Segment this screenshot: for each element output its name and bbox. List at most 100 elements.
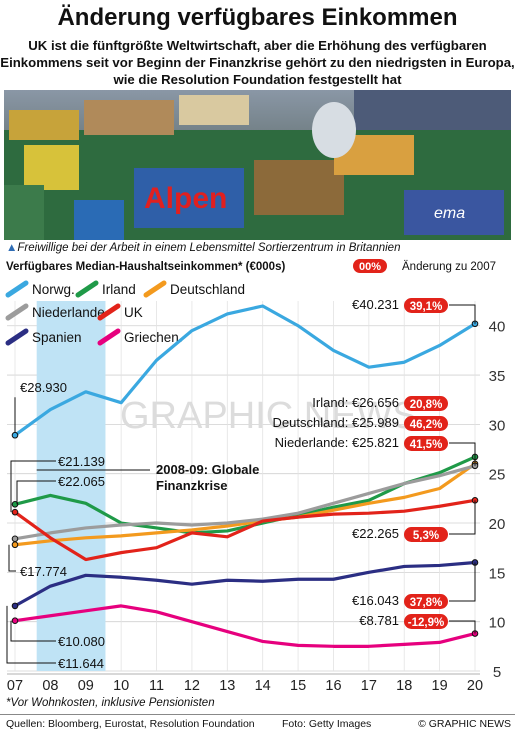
change-badge-netherlands <box>404 436 448 451</box>
y-axis: 5 10 15 20 25 30 35 40 <box>489 319 506 681</box>
x-tick-label: 19 <box>432 678 448 694</box>
y-tick-label: 5 <box>493 664 501 681</box>
crisis-label-line: Finanzkrise <box>156 478 228 493</box>
change-badge-greece <box>404 614 448 629</box>
start-marker-greece <box>11 617 19 624</box>
end-label-uk: €22.265 <box>352 526 399 541</box>
series-line-germany <box>14 462 476 547</box>
change-badge-text-uk: 5,3% <box>413 530 439 542</box>
series-line-uk <box>14 498 476 562</box>
end-leader-greece <box>449 620 476 634</box>
end-label-netherlands: Niederlande: €25.821 <box>275 435 399 450</box>
photo-illustration: Alpen ema <box>4 90 511 240</box>
end-leader-netherlands <box>449 442 476 466</box>
leader-greece <box>10 620 56 642</box>
food-bank-photo: Alpen ema <box>4 90 511 240</box>
change-header: Änderung zu 2007 <box>402 261 496 273</box>
y-tick-label: 35 <box>489 368 506 385</box>
footnote: *Vor Wohnkosten, inklusive Pensionisten <box>6 697 215 709</box>
y-tick-label: 20 <box>489 516 506 533</box>
change-badge-text-spain: 37,8% <box>410 597 443 609</box>
start-marker-norway <box>11 431 19 439</box>
income-line-chart: Verfügbares Median-Haushaltseinkommen* (… <box>5 259 506 694</box>
x-axis: 07 08 09 10 11 12 13 14 15 16 17 18 19 20 <box>7 673 483 694</box>
x-tick-label: 20 <box>467 678 483 694</box>
x-tick-label: 14 <box>255 678 271 694</box>
photo-caption: ▲Freiwillige bei der Arbeit in einem Leb… <box>6 242 400 254</box>
y-tick-label: 30 <box>489 417 506 434</box>
graphic-news-credit: © GRAPHIC NEWS <box>418 718 511 730</box>
page-title: Änderung verfügbares Einkommen <box>57 4 458 31</box>
change-badge-uk <box>404 527 448 542</box>
start-marker-germany <box>11 541 19 549</box>
start-label-uk: €21.139 <box>58 454 105 469</box>
y-tick-label: 25 <box>489 467 506 484</box>
start-marker-spain <box>11 602 19 610</box>
photo-caption-text: Freiwillige bei der Arbeit in einem Lebe… <box>17 242 401 254</box>
x-tick-label: 08 <box>42 678 58 694</box>
end-leader-uk <box>449 500 476 535</box>
y-tick-label: 40 <box>489 319 506 336</box>
legend-label-ireland: Irland <box>102 282 136 297</box>
change-badge-text-greece: -12,9% <box>408 617 444 629</box>
x-tick-label: 13 <box>219 678 235 694</box>
chart-title: Verfügbares Median-Haushaltseinkommen* (… <box>6 261 285 273</box>
end-label-ireland: Irland: €26.656 <box>312 395 399 410</box>
page-subtitle: UK ist die fünftgrößte Weltwirtschaft, a… <box>0 38 515 87</box>
legend-swatch-greece <box>97 328 121 346</box>
legend-label-germany: Deutschland <box>170 282 245 297</box>
end-label-germany: Deutschland: €25.989 <box>273 415 399 430</box>
x-tick-label: 17 <box>361 678 377 694</box>
series-line-spain <box>14 560 476 608</box>
sources: Quellen: Bloomberg, Eurostat, Resolution… <box>6 718 255 730</box>
x-tick-label: 07 <box>7 678 23 694</box>
y-tick-label: 15 <box>489 565 506 582</box>
x-tick-label: 15 <box>290 678 306 694</box>
watermark: GRAPHIC NEWS <box>120 395 418 437</box>
x-tick-label: 09 <box>78 678 94 694</box>
x-tick-label: 18 <box>396 678 412 694</box>
change-badge-norway <box>404 298 448 313</box>
svg-text:ema: ema <box>434 205 465 222</box>
divider <box>0 714 515 715</box>
series-line-greece <box>14 604 476 648</box>
legend-label-netherlands: Niederlande <box>32 305 105 320</box>
start-marker-netherlands <box>11 535 19 543</box>
change-badge-sample <box>353 259 387 273</box>
x-tick-label: 16 <box>325 678 341 694</box>
end-label-spain: €16.043 <box>352 593 399 608</box>
change-badge-text-netherlands: 41,5% <box>410 439 443 451</box>
start-marker-uk <box>11 508 19 516</box>
legend-swatch-netherlands <box>5 303 29 321</box>
leader-spain <box>6 605 56 664</box>
legend-swatch-ireland <box>75 280 99 298</box>
start-label-greece: €10.080 <box>58 634 105 649</box>
change-badge-text-ireland: 20,8% <box>410 399 443 411</box>
end-leader-spain <box>449 562 476 602</box>
end-leader-norway <box>449 304 476 324</box>
change-badge-germany <box>404 416 448 431</box>
series-line-netherlands <box>14 464 476 541</box>
chart-legend: Norwg. Irland Deutschland Niederlande UK Span… <box>5 280 245 346</box>
x-tick-label: 12 <box>184 678 200 694</box>
legend-label-greece: Griechen. <box>124 330 183 345</box>
legend-swatch-spain <box>5 328 29 346</box>
crisis-label-line: 2008-09: Globale <box>156 462 259 477</box>
legend-label-norway: Norwg. <box>32 282 75 297</box>
change-badge-text-germany: 46,2% <box>410 419 443 431</box>
start-label-spain: €11.644 <box>58 656 104 671</box>
extra-value-label: €22.065 <box>58 474 105 489</box>
start-marker-ireland <box>11 500 19 508</box>
start-label-norway: €28.930 <box>20 380 67 395</box>
change-badge-text-norway: 39,1% <box>410 301 443 313</box>
start-label-germany: €17.774 <box>20 564 67 579</box>
leader-germany <box>8 544 16 572</box>
change-badge-spain <box>404 594 448 609</box>
leader-extra <box>16 480 56 505</box>
legend-swatch-uk <box>97 303 121 321</box>
change-badge-ireland <box>404 396 448 411</box>
end-label-norway: €40.231 <box>352 297 399 312</box>
legend-swatch-norway <box>5 280 29 298</box>
series-lines <box>11 304 479 648</box>
